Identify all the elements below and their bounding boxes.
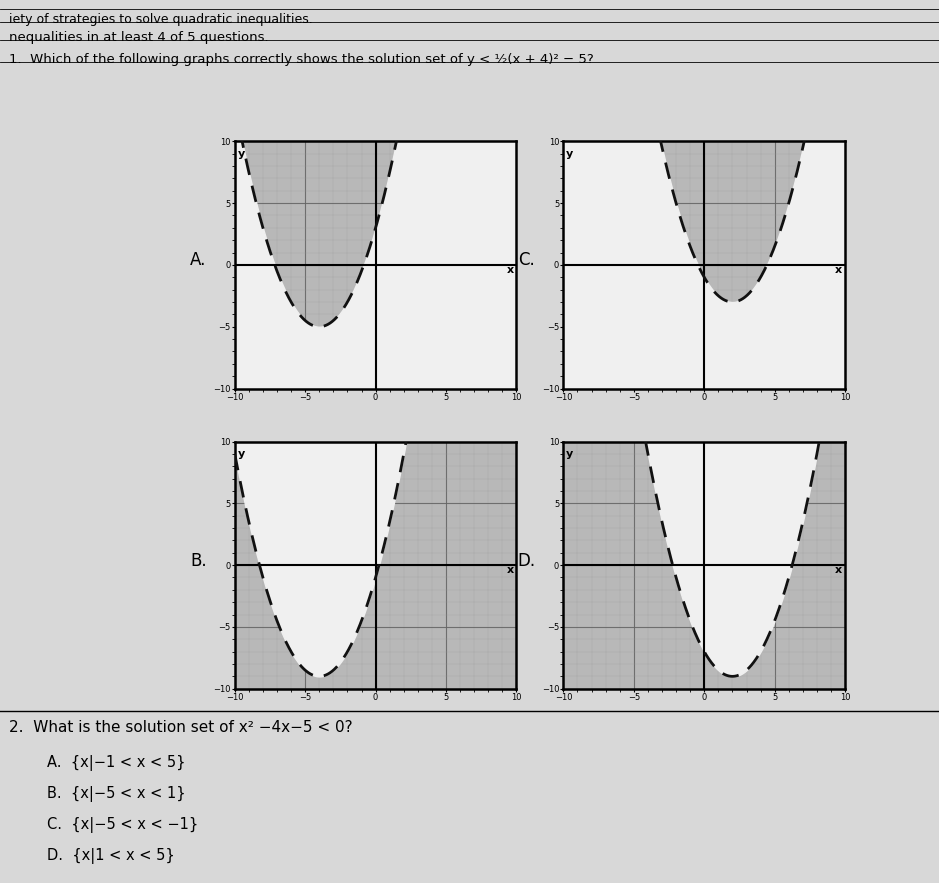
Text: D.  {x|1 < x < 5}: D. {x|1 < x < 5} <box>47 848 175 864</box>
Text: 2.  What is the solution set of x² −4x−5 < 0?: 2. What is the solution set of x² −4x−5 … <box>9 720 353 735</box>
Text: x: x <box>835 565 842 575</box>
Text: x: x <box>835 265 842 275</box>
Text: C.  {x|−5 < x < −1}: C. {x|−5 < x < −1} <box>47 817 198 833</box>
Text: y: y <box>566 148 574 159</box>
Text: x: x <box>506 265 514 275</box>
Text: iety of strategies to solve quadratic inequalities.: iety of strategies to solve quadratic in… <box>9 13 313 26</box>
Text: B.  {x|−5 < x < 1}: B. {x|−5 < x < 1} <box>47 786 186 802</box>
Text: y: y <box>566 449 574 459</box>
Text: y: y <box>238 449 245 459</box>
Text: B.: B. <box>190 552 207 570</box>
Text: x: x <box>506 565 514 575</box>
Text: y: y <box>238 148 245 159</box>
Text: D.: D. <box>517 552 535 570</box>
Text: A.  {x|−1 < x < 5}: A. {x|−1 < x < 5} <box>47 755 185 771</box>
Text: C.: C. <box>518 252 535 269</box>
Text: 1.  Which of the following graphs correctly shows the solution set of y < ½(x + : 1. Which of the following graphs correct… <box>9 53 594 66</box>
Text: nequalities in at least 4 of 5 questions.: nequalities in at least 4 of 5 questions… <box>9 31 269 44</box>
Text: A.: A. <box>191 252 207 269</box>
